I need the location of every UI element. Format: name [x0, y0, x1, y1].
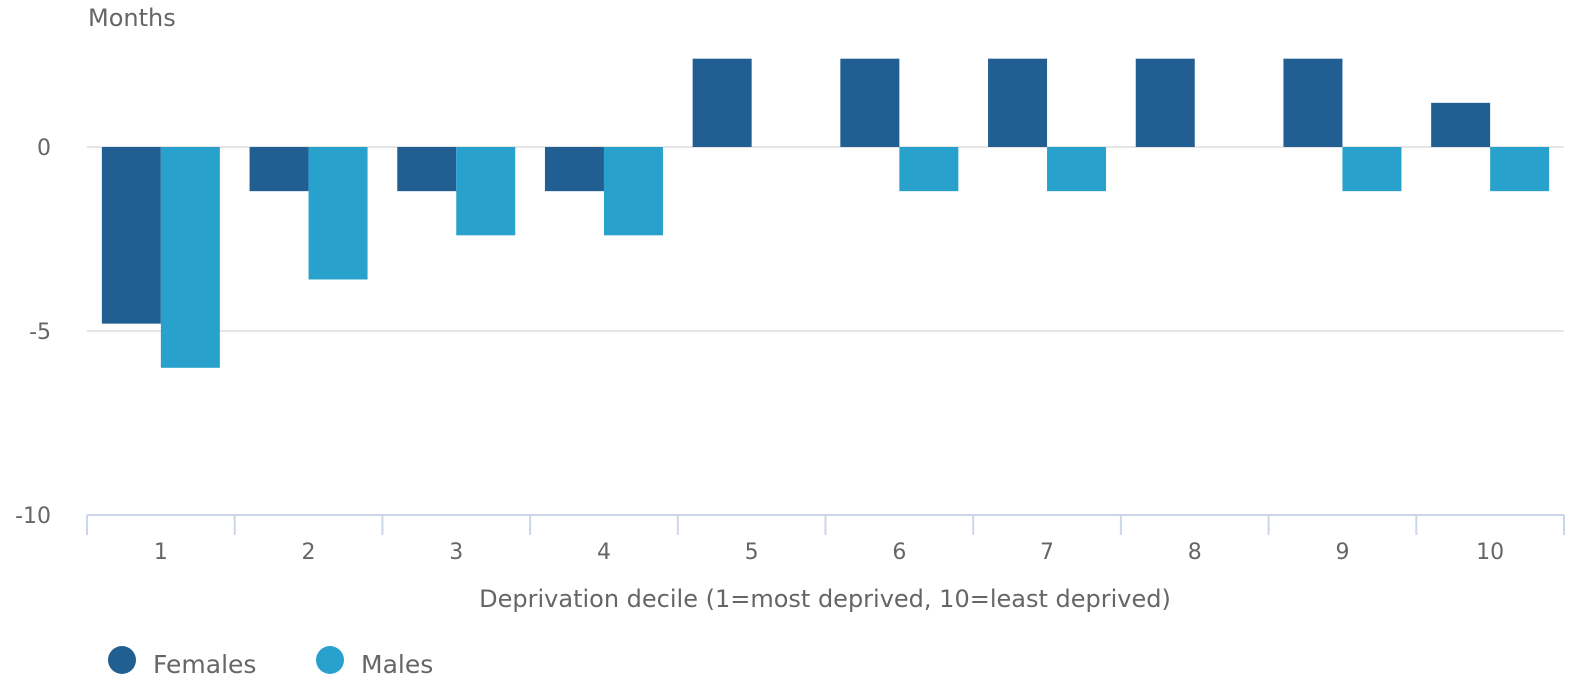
legend: Females Males: [108, 646, 433, 679]
males-bar-1[interactable]: [160, 147, 220, 368]
bars: [101, 58, 1550, 368]
males-bar-6[interactable]: [899, 147, 959, 192]
females-bar-1[interactable]: [101, 147, 161, 324]
x-tick-label: 10: [1476, 540, 1504, 565]
legend-marker: [108, 646, 136, 674]
legend-label: Males: [361, 650, 433, 679]
legend-label: Females: [153, 650, 256, 679]
males-bar-10[interactable]: [1490, 147, 1550, 192]
males-bar-9[interactable]: [1342, 147, 1402, 192]
males-bar-2[interactable]: [308, 147, 368, 280]
males-bar-4[interactable]: [603, 147, 663, 236]
y-tick-label: -5: [29, 320, 51, 345]
females-bar-2[interactable]: [249, 147, 309, 192]
x-tick-label: 2: [302, 540, 316, 565]
males-bar-3[interactable]: [456, 147, 516, 236]
y-tick-label: 0: [37, 136, 51, 161]
x-tick-label: 5: [745, 540, 759, 565]
x-axis-title: Deprivation decile (1=most deprived, 10=…: [479, 585, 1171, 613]
y-axis-tick-labels: 0 -5 -10: [15, 136, 51, 529]
x-tick-label: 8: [1188, 540, 1202, 565]
y-axis-unit-label: Months: [88, 4, 176, 32]
x-tick-label: 6: [892, 540, 906, 565]
legend-item-females[interactable]: Females: [108, 646, 256, 679]
x-tick-label: 1: [154, 540, 168, 565]
females-bar-10[interactable]: [1431, 102, 1491, 147]
females-bar-6[interactable]: [840, 58, 900, 147]
x-tick-label: 4: [597, 540, 611, 565]
females-bar-3[interactable]: [397, 147, 457, 192]
x-tick-label: 9: [1335, 540, 1349, 565]
y-tick-label: -10: [15, 504, 51, 529]
x-tick-label: 7: [1040, 540, 1054, 565]
males-bar-7[interactable]: [1047, 147, 1107, 192]
legend-marker: [316, 646, 344, 674]
females-bar-8[interactable]: [1135, 58, 1195, 147]
females-bar-9[interactable]: [1283, 58, 1343, 147]
females-bar-7[interactable]: [988, 58, 1048, 147]
females-bar-5[interactable]: [692, 58, 752, 147]
legend-item-males[interactable]: Males: [316, 646, 433, 679]
x-axis: 1 2 3 4 5 6 7 8 9 10: [86, 514, 1565, 565]
x-tick-label: 3: [449, 540, 463, 565]
females-bar-4[interactable]: [544, 147, 604, 192]
